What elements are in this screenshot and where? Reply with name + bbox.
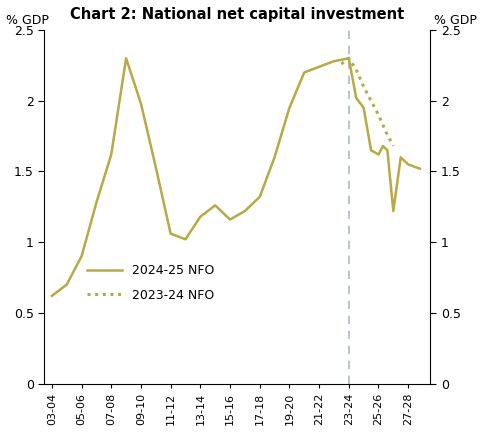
2023-24 NFO xyxy=(353,67,359,72)
2024-25 NFO xyxy=(331,59,337,64)
2024-25 NFO xyxy=(287,105,292,111)
2024-25 NFO xyxy=(79,254,85,259)
2024-25 NFO xyxy=(346,56,352,61)
2024-25 NFO xyxy=(197,214,203,219)
Text: % GDP: % GDP xyxy=(6,13,49,26)
2023-24 NFO xyxy=(391,143,396,149)
2024-25 NFO xyxy=(227,217,233,222)
2024-25 NFO xyxy=(108,152,114,157)
2023-24 NFO xyxy=(383,129,389,134)
2024-25 NFO xyxy=(64,282,70,287)
2024-25 NFO xyxy=(316,64,322,70)
Text: % GDP: % GDP xyxy=(434,13,477,26)
2024-25 NFO xyxy=(242,209,248,214)
2023-24 NFO xyxy=(368,98,374,103)
Title: Chart 2: National net capital investment: Chart 2: National net capital investment xyxy=(70,7,405,22)
Line: 2023-24 NFO: 2023-24 NFO xyxy=(341,58,393,146)
2024-25 NFO xyxy=(257,194,263,200)
2023-24 NFO xyxy=(361,84,366,89)
2024-25 NFO xyxy=(123,56,129,61)
2024-25 NFO xyxy=(49,293,55,299)
2023-24 NFO xyxy=(338,61,344,67)
2024-25 NFO xyxy=(153,165,159,170)
2024-25 NFO xyxy=(212,203,218,208)
2024-25 NFO xyxy=(93,200,99,205)
2024-25 NFO xyxy=(182,237,188,242)
Line: 2024-25 NFO: 2024-25 NFO xyxy=(52,58,349,296)
2024-25 NFO xyxy=(138,101,144,106)
2024-25 NFO xyxy=(168,231,174,236)
2024-25 NFO xyxy=(302,70,307,75)
2023-24 NFO xyxy=(376,112,381,118)
Legend: 2024-25 NFO, 2023-24 NFO: 2024-25 NFO, 2023-24 NFO xyxy=(82,259,219,307)
2023-24 NFO xyxy=(346,56,352,61)
2024-25 NFO xyxy=(272,155,277,160)
